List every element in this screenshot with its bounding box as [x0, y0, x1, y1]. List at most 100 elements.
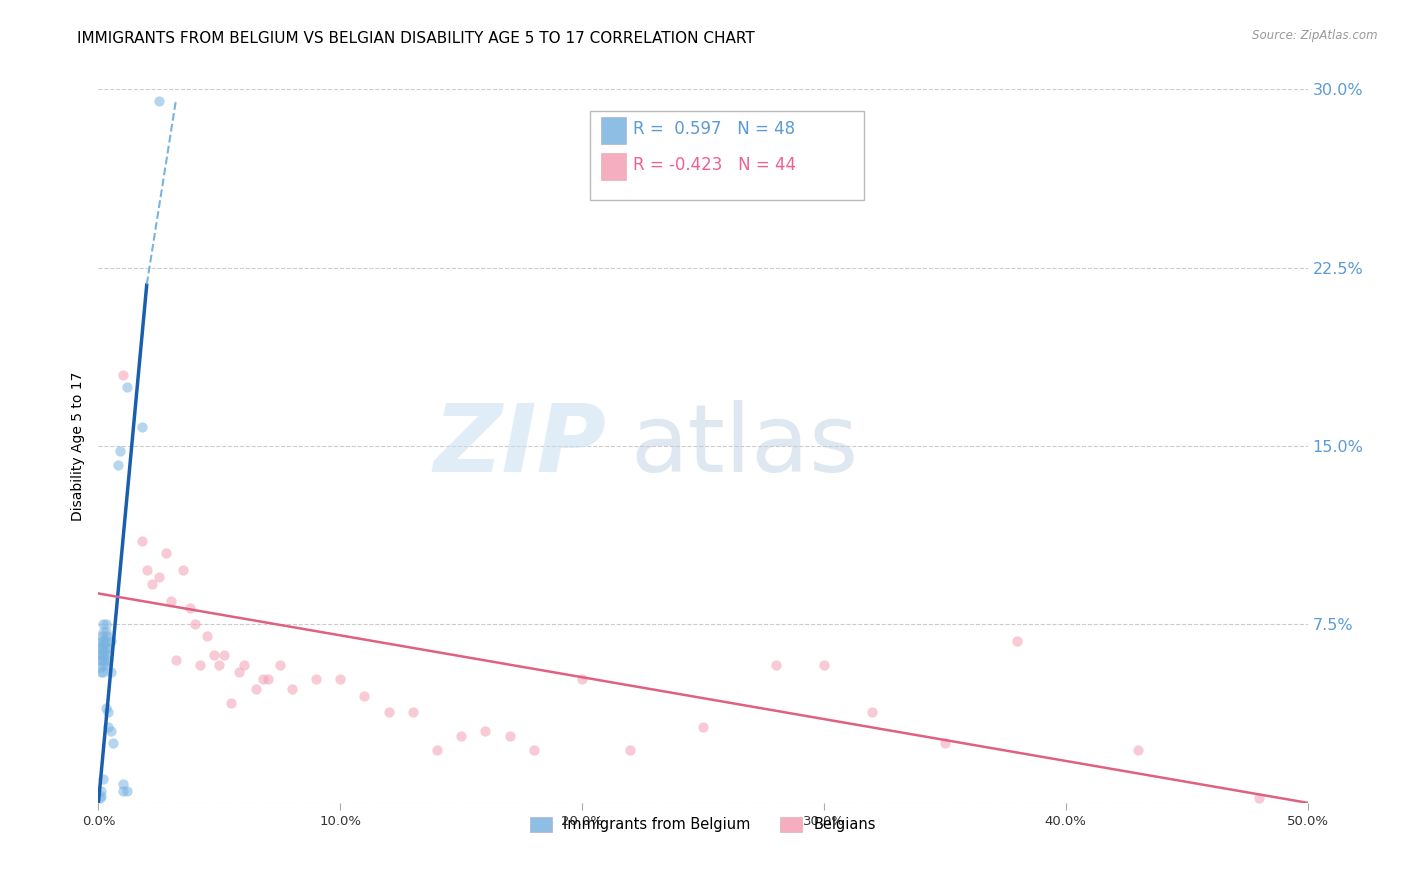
Point	[353, 689, 375, 703]
Point	[305, 672, 328, 686]
Point	[93, 636, 115, 650]
Point	[148, 94, 170, 108]
Point	[377, 706, 399, 720]
Point	[402, 706, 425, 720]
Point	[813, 657, 835, 672]
Point	[426, 743, 449, 757]
Point	[96, 629, 118, 643]
Point	[91, 646, 114, 660]
Point	[450, 729, 472, 743]
Point	[141, 577, 163, 591]
Point	[91, 634, 114, 648]
Point	[93, 653, 115, 667]
Point	[91, 665, 114, 679]
Point	[155, 546, 177, 560]
Point	[131, 420, 153, 434]
Point	[91, 653, 114, 667]
Point	[245, 681, 267, 696]
Point	[90, 660, 112, 674]
Point	[232, 657, 254, 672]
Text: R = -0.423   N = 44: R = -0.423 N = 44	[634, 156, 796, 174]
Point	[111, 784, 134, 798]
Text: atlas: atlas	[630, 400, 859, 492]
Point	[934, 736, 956, 750]
Point	[208, 657, 231, 672]
Point	[117, 379, 139, 393]
Point	[571, 672, 593, 686]
Point	[90, 789, 112, 803]
Point	[1128, 743, 1150, 757]
Point	[91, 624, 114, 639]
Point	[329, 672, 352, 686]
Point	[100, 724, 122, 739]
Point	[108, 443, 131, 458]
Text: Source: ZipAtlas.com: Source: ZipAtlas.com	[1253, 29, 1378, 42]
Y-axis label: Disability Age 5 to 17: Disability Age 5 to 17	[72, 371, 86, 521]
Point	[1249, 791, 1271, 805]
Point	[172, 563, 194, 577]
Point	[498, 729, 520, 743]
Point	[131, 534, 153, 549]
Legend: Immigrants from Belgium, Belgians: Immigrants from Belgium, Belgians	[524, 811, 882, 838]
Point	[107, 458, 129, 472]
Point	[91, 641, 114, 656]
Point	[148, 570, 170, 584]
Text: IMMIGRANTS FROM BELGIUM VS BELGIAN DISABILITY AGE 5 TO 17 CORRELATION CHART: IMMIGRANTS FROM BELGIUM VS BELGIAN DISAB…	[77, 31, 755, 46]
Point	[619, 743, 641, 757]
Point	[100, 665, 122, 679]
Point	[97, 653, 120, 667]
Point	[90, 653, 112, 667]
Point	[111, 777, 134, 791]
Point	[269, 657, 291, 672]
Point	[100, 634, 122, 648]
Point	[256, 672, 278, 686]
Point	[97, 706, 120, 720]
Point	[91, 629, 114, 643]
Point	[94, 648, 117, 663]
Point	[179, 600, 201, 615]
Point	[97, 720, 120, 734]
Point	[93, 646, 115, 660]
Point	[94, 624, 117, 639]
Point	[184, 617, 207, 632]
Point	[91, 617, 114, 632]
Point	[195, 629, 218, 643]
Point	[204, 648, 226, 663]
Point	[252, 672, 274, 686]
Point	[1007, 634, 1029, 648]
Point	[97, 641, 120, 656]
Text: ZIP: ZIP	[433, 400, 606, 492]
Point	[860, 706, 883, 720]
Point	[165, 653, 187, 667]
Point	[94, 641, 117, 656]
Point	[91, 639, 114, 653]
Point	[111, 368, 134, 382]
Point	[117, 784, 139, 798]
Point	[523, 743, 546, 757]
Point	[188, 657, 211, 672]
Point	[90, 634, 112, 648]
Text: R =  0.597   N = 48: R = 0.597 N = 48	[634, 120, 796, 138]
Point	[90, 641, 112, 656]
Point	[94, 617, 117, 632]
Point	[90, 665, 112, 679]
Point	[160, 593, 183, 607]
Point	[212, 648, 235, 663]
Point	[474, 724, 496, 739]
Point	[90, 648, 112, 663]
Point	[90, 784, 112, 798]
Point	[94, 657, 117, 672]
Point	[91, 657, 114, 672]
Point	[228, 665, 250, 679]
Point	[94, 634, 117, 648]
Point	[135, 563, 157, 577]
Point	[89, 791, 111, 805]
Point	[91, 772, 114, 786]
Point	[101, 736, 124, 750]
Point	[221, 696, 243, 710]
Point	[94, 700, 117, 714]
Point	[692, 720, 714, 734]
Point	[281, 681, 304, 696]
Point	[91, 648, 114, 663]
Point	[765, 657, 787, 672]
